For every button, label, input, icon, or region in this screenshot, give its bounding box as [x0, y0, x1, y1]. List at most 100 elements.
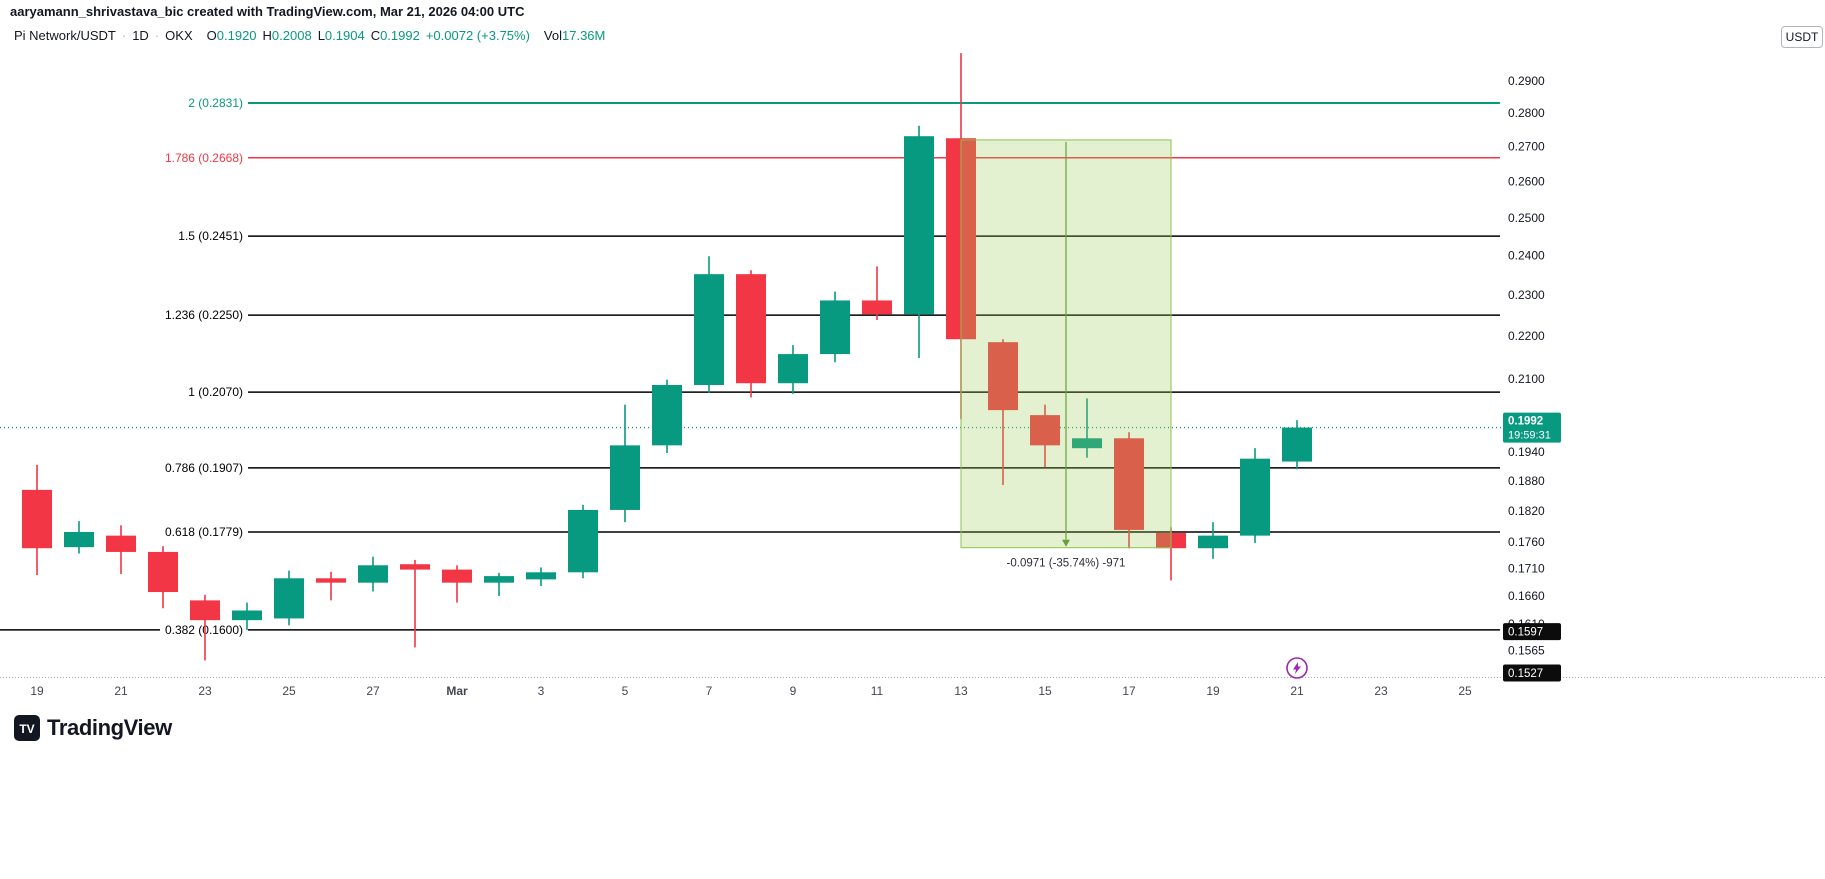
candle-body: [652, 384, 682, 446]
date-label: 15: [1038, 684, 1052, 698]
candle-body: [106, 535, 136, 552]
exchange-label[interactable]: OKX: [165, 28, 193, 43]
price-level-badge[interactable]: [1503, 623, 1561, 641]
date-label: 5: [622, 684, 629, 698]
legend-separator: ·: [121, 28, 127, 43]
candle-body: [232, 610, 262, 621]
price-tick: 0.1820: [1508, 504, 1545, 518]
candle-body: [820, 300, 850, 355]
candle-body: [736, 274, 766, 384]
ohlc-open: O 0.1920: [207, 28, 257, 43]
price-tick: 0.2400: [1508, 249, 1545, 263]
candle-body: [1030, 415, 1060, 446]
price-level-badge-value: 0.1597: [1508, 627, 1543, 639]
date-label: 7: [706, 684, 713, 698]
price-tick: 0.2800: [1508, 106, 1545, 120]
price-tick: 0.1710: [1508, 562, 1545, 576]
high-value: 0.2008: [271, 28, 312, 43]
price-tick: 0.1880: [1508, 474, 1545, 488]
date-label: 23: [1374, 684, 1388, 698]
tradingview-logo-icon: TV: [14, 715, 40, 741]
price-tick: 0.2600: [1508, 175, 1545, 189]
price-tick: 0.1565: [1508, 643, 1545, 657]
date-label: 25: [282, 684, 296, 698]
price-tick: 0.1660: [1508, 589, 1545, 603]
date-label: 3: [538, 684, 545, 698]
svg-text:TV: TV: [19, 722, 34, 736]
close-label: C: [370, 28, 381, 43]
candle-body: [1114, 438, 1144, 530]
date-label: 11: [871, 684, 884, 698]
price-tick: 0.2900: [1508, 74, 1545, 88]
candle-body: [64, 531, 94, 548]
date-label: 25: [1458, 684, 1472, 698]
date-label: 13: [954, 684, 968, 698]
candle-body: [358, 565, 388, 583]
candle-body: [190, 600, 220, 621]
ohlc-high: H 0.2008: [263, 28, 312, 43]
high-label: H: [262, 28, 272, 43]
current-price-value: 0.1992: [1508, 416, 1543, 428]
candle-body: [1198, 535, 1228, 549]
date-label: 9: [790, 684, 797, 698]
price-change: +0.0072 (+3.75%): [425, 28, 530, 43]
candle-body: [22, 489, 52, 549]
fib-label: 0.618 (0.1779): [165, 525, 243, 539]
candle-body: [148, 551, 178, 593]
ohlc-close: C 0.1992: [371, 28, 420, 43]
countdown-timer: 19:59:31: [1508, 430, 1551, 442]
symbol-name[interactable]: Pi Network/USDT: [14, 28, 116, 43]
price-tick: 0.2200: [1508, 329, 1545, 343]
fib-label: 0.786 (0.1907): [165, 461, 243, 475]
price-level-badge[interactable]: [1503, 664, 1561, 682]
candle-body: [526, 572, 556, 580]
date-label: 17: [1122, 684, 1136, 698]
volume-value: 17.36M: [562, 28, 606, 43]
low-value: 0.1904: [324, 28, 365, 43]
price-tick: 0.2300: [1508, 288, 1545, 302]
date-label: Mar: [446, 684, 468, 698]
fib-label-bg: [160, 621, 248, 638]
measurement-arrowhead-icon: [1062, 539, 1070, 547]
candle-body: [610, 445, 640, 510]
date-label: 21: [1290, 684, 1304, 698]
candle-body: [400, 564, 430, 570]
candle-body: [694, 274, 724, 385]
open-value: 0.1920: [216, 28, 257, 43]
tradingview-footer[interactable]: TV TradingView: [14, 715, 172, 741]
measurement-label: -0.0971 (-35.74%) -971: [1007, 558, 1126, 570]
interval-label[interactable]: 1D: [132, 28, 149, 43]
attribution-text: aaryamann_shrivastava_bic created with T…: [10, 4, 525, 19]
current-price-badge[interactable]: [1503, 412, 1561, 443]
candle-body: [1240, 458, 1270, 536]
lightning-bolt-icon: [1293, 662, 1301, 674]
currency-unit-button[interactable]: USDT: [1781, 26, 1823, 48]
tradingview-wordmark: TradingView: [47, 715, 172, 740]
price-tick: 0.2500: [1508, 211, 1545, 225]
close-value: 0.1992: [380, 28, 420, 43]
date-label: 27: [366, 684, 380, 698]
date-label: 19: [1206, 684, 1220, 698]
legend-separator: ·: [154, 28, 160, 43]
date-label: 23: [198, 684, 212, 698]
fib-label: 1.786 (0.2668): [165, 151, 243, 165]
candle-body: [316, 578, 346, 583]
price-tick: 0.1760: [1508, 535, 1545, 549]
fib-label: 1 (0.2070): [188, 385, 243, 399]
candle-body: [778, 354, 808, 384]
candle-body: [484, 576, 514, 583]
symbol-legend: Pi Network/USDT · 1D · OKX O 0.1920 H 0.20…: [14, 28, 605, 43]
price-tick: 0.2100: [1508, 372, 1545, 386]
low-label: L: [317, 28, 325, 43]
candle-body: [274, 578, 304, 619]
fib-label: 2 (0.2831): [188, 96, 243, 110]
candle-body: [904, 136, 934, 315]
candle-body: [862, 300, 892, 315]
price-tick: 0.2700: [1508, 140, 1545, 154]
volume-group: Vol 17.36M: [544, 28, 605, 43]
fib-label: 1.236 (0.2250): [165, 308, 243, 322]
candle-body: [988, 342, 1018, 411]
volume-label: Vol: [543, 28, 562, 43]
